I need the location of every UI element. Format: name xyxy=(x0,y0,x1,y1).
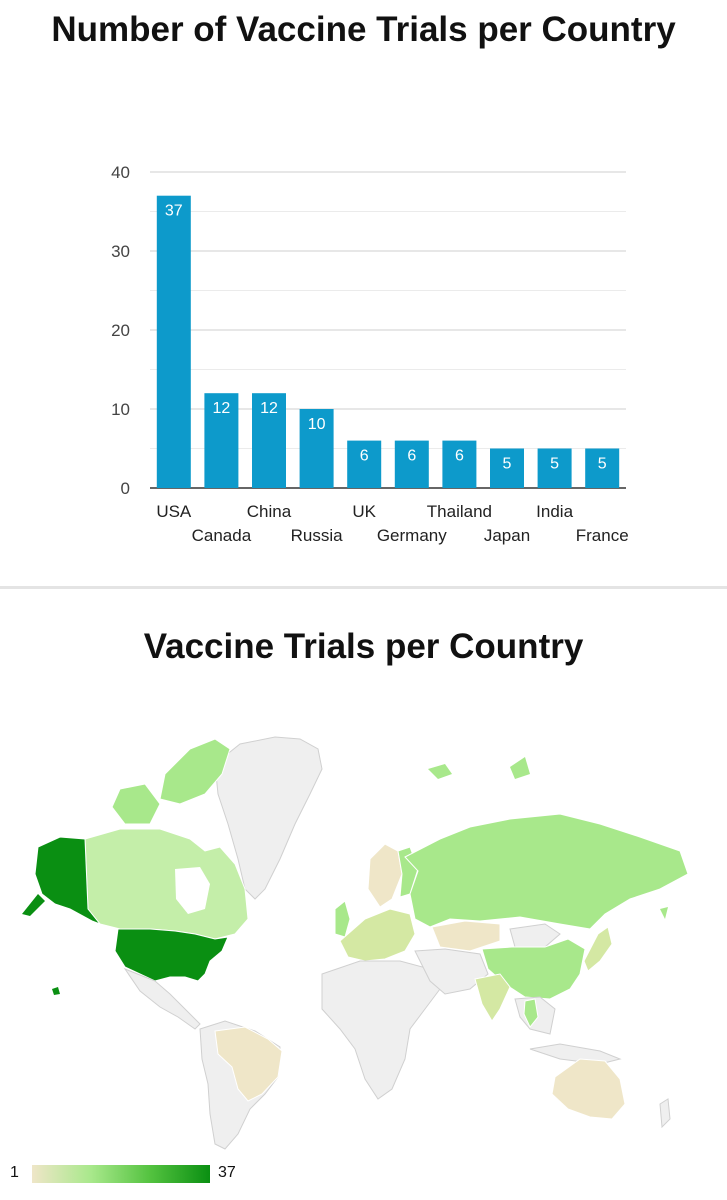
bar-chart: 0 10 20 30 40 37 USA 12 Canada 12 China 10 Russia 6 UK… xyxy=(111,163,629,545)
map-region-africa xyxy=(321,960,441,1100)
bar xyxy=(585,448,620,488)
x-category-label: Germany xyxy=(377,526,447,545)
map-region-mongolia xyxy=(509,923,561,948)
x-category-label: China xyxy=(247,502,292,521)
bar xyxy=(537,448,572,488)
bar-data-label: 12 xyxy=(213,400,231,417)
map-region-japan xyxy=(583,926,613,972)
map-region-greenland xyxy=(214,736,323,900)
legend-max-label: 37 xyxy=(218,1164,236,1181)
map-region-canada-islands-2 xyxy=(111,783,161,825)
y-tick-label: 0 xyxy=(121,479,130,498)
map-region-hawaii xyxy=(52,987,60,995)
map-region-alaska xyxy=(34,836,102,926)
map-region-canada-islands xyxy=(159,738,231,805)
bar-data-label: 5 xyxy=(598,456,607,473)
bar xyxy=(252,393,286,488)
x-category-label: USA xyxy=(156,502,192,521)
bar xyxy=(490,448,524,488)
bar-data-label: 12 xyxy=(260,400,278,417)
x-category-label: India xyxy=(536,502,573,521)
legend-min-label: 1 xyxy=(10,1164,19,1181)
x-category-label: France xyxy=(576,526,629,545)
x-category-label: Thailand xyxy=(427,502,492,521)
legend-color-scale xyxy=(32,1165,210,1183)
bar-data-label: 10 xyxy=(308,416,326,433)
bar-chart-panel: Number of Vaccine Trials per Country 0 10… xyxy=(0,0,727,586)
map-region-kamchatka xyxy=(660,907,668,919)
bar-data-label: 6 xyxy=(407,448,416,465)
bar xyxy=(156,195,191,488)
world-map xyxy=(22,736,689,1150)
panel-divider xyxy=(0,586,727,589)
bar-data-label: 5 xyxy=(503,456,512,473)
y-tick-label: 10 xyxy=(111,400,130,419)
x-category-label: Canada xyxy=(192,526,252,545)
map-region-central-asia xyxy=(431,920,501,952)
map-region-usa xyxy=(114,928,229,982)
y-tick-label: 20 xyxy=(111,321,130,340)
map-chart-panel: Vaccine Trials per Country xyxy=(0,589,727,1200)
map-region-india xyxy=(474,973,511,1022)
x-category-label: Japan xyxy=(484,526,530,545)
map-region-hudson-bay xyxy=(175,867,210,914)
x-category-label: Russia xyxy=(291,526,344,545)
map-region-scandinavia xyxy=(367,843,403,908)
bar xyxy=(347,440,382,488)
bar-data-label: 37 xyxy=(165,203,183,220)
map-region-mexico xyxy=(123,967,201,1030)
map-region-europe xyxy=(339,908,416,962)
map-region-canada xyxy=(84,828,249,940)
y-tick-label: 40 xyxy=(111,163,130,182)
map-region-alaska-tail xyxy=(22,894,45,916)
map-region-new-zealand xyxy=(659,1098,671,1129)
bar-data-label: 6 xyxy=(455,448,464,465)
map-region-australia xyxy=(551,1058,626,1120)
map-region-thailand xyxy=(523,998,539,1028)
bar-chart-title: Number of Vaccine Trials per Country xyxy=(51,10,676,49)
bar-data-label: 5 xyxy=(550,456,559,473)
map-region-uk xyxy=(334,900,351,938)
map-region-russia xyxy=(404,813,689,930)
bar-data-label: 6 xyxy=(360,448,369,465)
bar xyxy=(204,393,239,488)
map-region-russia-islands xyxy=(510,757,530,779)
x-category-label: UK xyxy=(352,502,376,521)
y-tick-label: 30 xyxy=(111,242,130,261)
map-region-indonesia xyxy=(529,1043,622,1065)
bar xyxy=(394,440,429,488)
bar xyxy=(299,409,334,488)
map-chart-title: Vaccine Trials per Country xyxy=(143,627,584,666)
map-region-brazil xyxy=(214,1026,283,1102)
bar xyxy=(442,440,477,488)
map-region-svalbard xyxy=(428,764,452,779)
